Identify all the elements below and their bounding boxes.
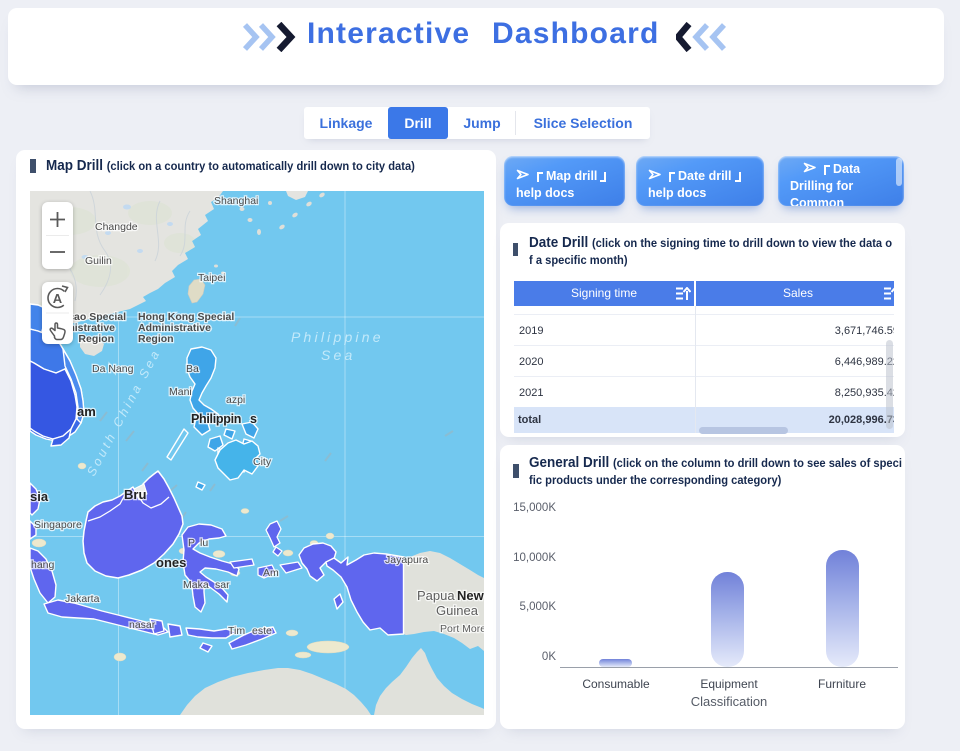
svg-text:sia: sia [30,489,49,504]
svg-text:Bru: Bru [124,487,146,502]
svg-text:Guilin: Guilin [85,255,112,267]
svg-text:Guinea: Guinea [436,603,479,618]
svg-text:P: P [188,537,195,549]
svg-text:A: A [53,291,63,306]
svg-text:Region: Region [78,333,114,345]
svg-text:Ba: Ba [186,363,199,375]
svg-text:Port Mores: Port Mores [440,623,484,635]
svg-text:hang: hang [31,559,55,571]
svg-text:lu: lu [200,537,208,549]
svg-text:Hong Kong Special: Hong Kong Special [138,311,234,323]
svg-text:Jakarta: Jakarta [65,593,100,605]
svg-text:sar: sar [215,579,230,591]
svg-text:Jayapura: Jayapura [385,554,428,566]
svg-text:este: este [252,625,272,637]
svg-text:Da Nang: Da Nang [92,363,134,375]
svg-text:Sea: Sea [321,347,356,363]
svg-text:ones: ones [156,555,186,570]
svg-text:Changde: Changde [95,221,138,233]
svg-text:Shanghai: Shanghai [214,195,258,207]
svg-text:New: New [457,588,484,603]
svg-text:nasar: nasar [129,619,156,631]
svg-text:City: City [253,456,272,468]
svg-text:Tim: Tim [228,625,245,637]
svg-text:Maka: Maka [183,579,209,591]
svg-text:Administrative: Administrative [138,322,211,334]
svg-text:Singapore: Singapore [34,519,82,531]
svg-text:Am: Am [263,567,279,579]
svg-text:Philippin: Philippin [191,412,241,426]
svg-text:Taipei: Taipei [198,272,225,284]
svg-text:Papua: Papua [417,588,455,603]
svg-text:Philippine: Philippine [291,329,384,345]
svg-text:Mani: Mani [169,386,192,398]
svg-text:Region: Region [138,333,174,345]
svg-text:s: s [250,412,257,426]
svg-text:azpi: azpi [226,394,245,406]
svg-text:am: am [77,404,96,419]
